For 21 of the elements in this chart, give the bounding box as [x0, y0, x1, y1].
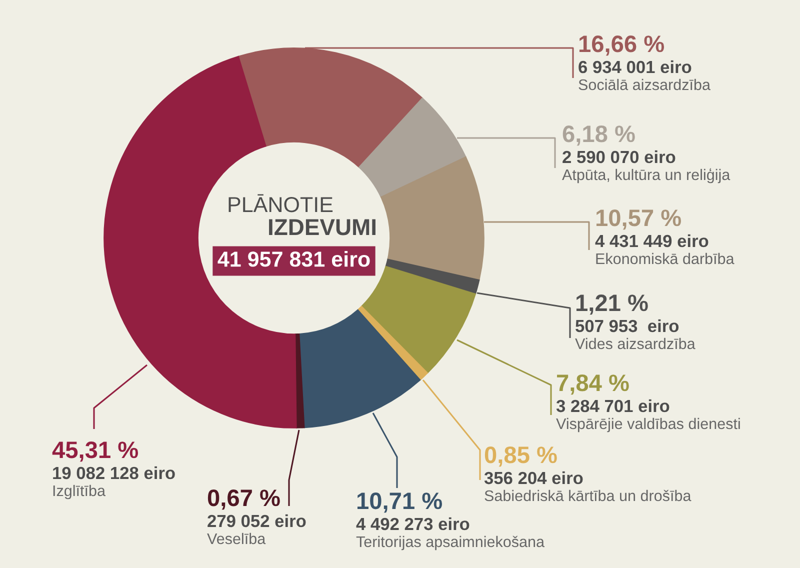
slice-label: Sabiedriskā kārtība un drošība [484, 490, 692, 502]
data-label: 10,71 % 4 492 273 eiro [356, 492, 470, 530]
slice-label: Ekonomiskā darbība [596, 252, 734, 264]
data-label: 6,18 % 2 590 070 eiro [562, 126, 676, 164]
text: 41 957 831 eiro [218, 250, 370, 267]
data-label: 16,66 % 6 934 001 eiro [578, 36, 692, 74]
data-label: 7,84 % 3 284 701 eiro [556, 374, 670, 412]
slice-label: Izglītība [53, 484, 106, 500]
slice-label: Sociālā aizsardzība [578, 78, 710, 90]
data-label: 45,31 % 19 082 128 eiro [52, 442, 175, 480]
slice-label: Atpūta, kultūra un reliģija [562, 168, 730, 184]
slice-label: Vides aizsardzība [575, 338, 696, 350]
data-label: 0,85 % 356 204 eiro [484, 446, 583, 484]
slice-label: Veselība [207, 532, 266, 544]
data-label: 0,67 % 279 052 eiro [208, 490, 306, 528]
slice-label: Teritorijas apsaimniekošana [356, 536, 545, 550]
text: PLĀNOTIE IZDEVUMI [228, 194, 376, 236]
data-label: 10,57 % 4 431 449 eiro [595, 210, 708, 248]
data-label: 1,21 % 507 953 eiro [576, 294, 679, 332]
slice-label: Vispārējie valdības dienesti [556, 418, 740, 432]
donut-slice [361, 266, 476, 374]
